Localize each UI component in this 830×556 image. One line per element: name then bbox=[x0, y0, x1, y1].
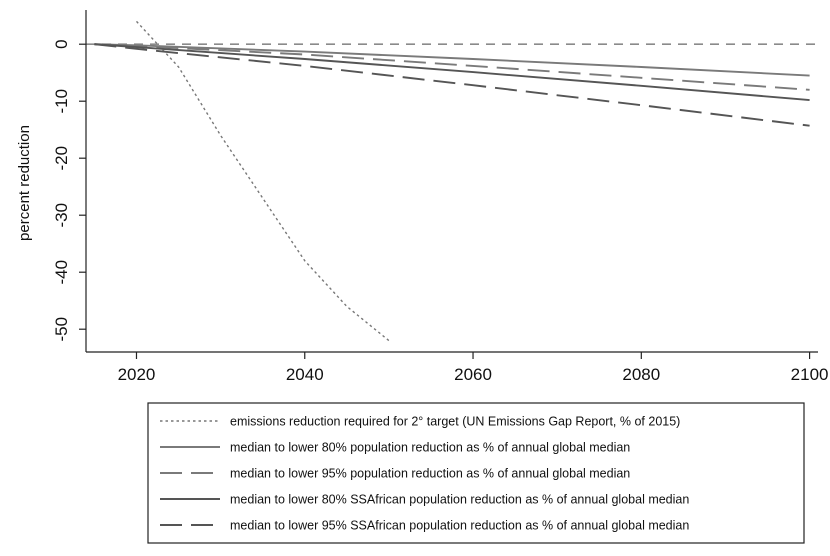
legend-label: median to lower 95% SSAfrican population… bbox=[230, 519, 689, 533]
y-tick-label: 0 bbox=[52, 39, 71, 48]
x-tick-label: 2100 bbox=[791, 365, 829, 384]
y-tick-label: -50 bbox=[52, 317, 71, 342]
x-tick-label: 2080 bbox=[622, 365, 660, 384]
y-tick-label: -40 bbox=[52, 260, 71, 285]
legend: emissions reduction required for 2° targ… bbox=[147, 402, 805, 544]
x-tick-label: 2020 bbox=[118, 365, 156, 384]
y-tick-label: -10 bbox=[52, 89, 71, 114]
series-line-4 bbox=[94, 43, 810, 102]
legend-label: median to lower 80% SSAfrican population… bbox=[230, 493, 689, 507]
legend-label: median to lower 95% population reduction… bbox=[230, 467, 630, 481]
legend-box bbox=[147, 402, 805, 544]
y-tick-label: -20 bbox=[52, 146, 71, 171]
x-tick-label: 2040 bbox=[286, 365, 324, 384]
y-axis-title: percent reduction bbox=[16, 125, 33, 241]
series-line-3 bbox=[94, 43, 810, 91]
legend-label: median to lower 80% population reduction… bbox=[230, 441, 630, 455]
axes: percent reduction 2020 2040 2060 2080 2100 0 -… bbox=[16, 10, 829, 384]
x-tick-label: 2060 bbox=[454, 365, 492, 384]
legend-label: emissions reduction required for 2° targ… bbox=[230, 415, 680, 429]
series-line-5 bbox=[94, 43, 810, 127]
plot-area bbox=[86, 20, 818, 342]
y-tick-label: -30 bbox=[52, 203, 71, 228]
series-line-1 bbox=[135, 20, 390, 342]
